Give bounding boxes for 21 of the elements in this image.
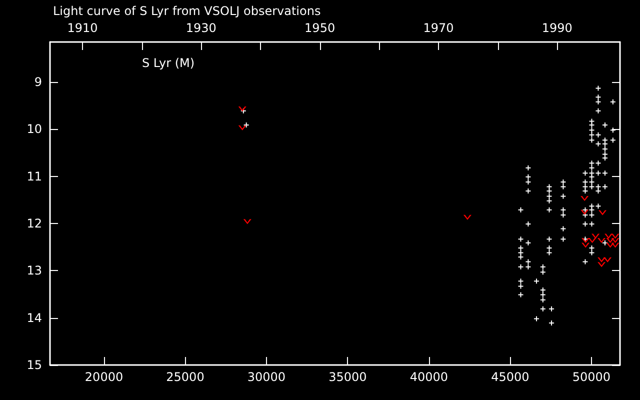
y-tick-label: 10 — [26, 122, 42, 136]
y-tick-label: 15 — [26, 358, 42, 372]
x2-tick-label: 1950 — [304, 21, 336, 35]
x-tick-label: 25000 — [166, 370, 204, 384]
x-tick-label: 30000 — [247, 370, 286, 384]
y-tick-label: 12 — [26, 216, 42, 231]
x2-tick-label: 1970 — [423, 21, 454, 35]
chart-title: Light curve of S Lyr from VSOLJ observations — [53, 4, 321, 18]
x2-tick-label: 1990 — [542, 21, 572, 35]
annotation: S Lyr (M) — [142, 56, 195, 70]
x-tick-label: 20000 — [84, 370, 124, 384]
x-tick-label: 50000 — [572, 370, 610, 384]
x2-tick-label: 1910 — [67, 21, 98, 35]
x2-tick-label: 1930 — [186, 21, 216, 35]
y-tick-label: 14 — [26, 310, 42, 325]
y-tick-label: 13 — [26, 264, 42, 278]
y-tick-label: 9 — [34, 75, 42, 90]
x-tick-label: 45000 — [491, 370, 530, 384]
x-tick-label: 40000 — [410, 370, 448, 384]
y-tick-label: 11 — [26, 169, 42, 184]
x-tick-label: 35000 — [328, 370, 367, 384]
